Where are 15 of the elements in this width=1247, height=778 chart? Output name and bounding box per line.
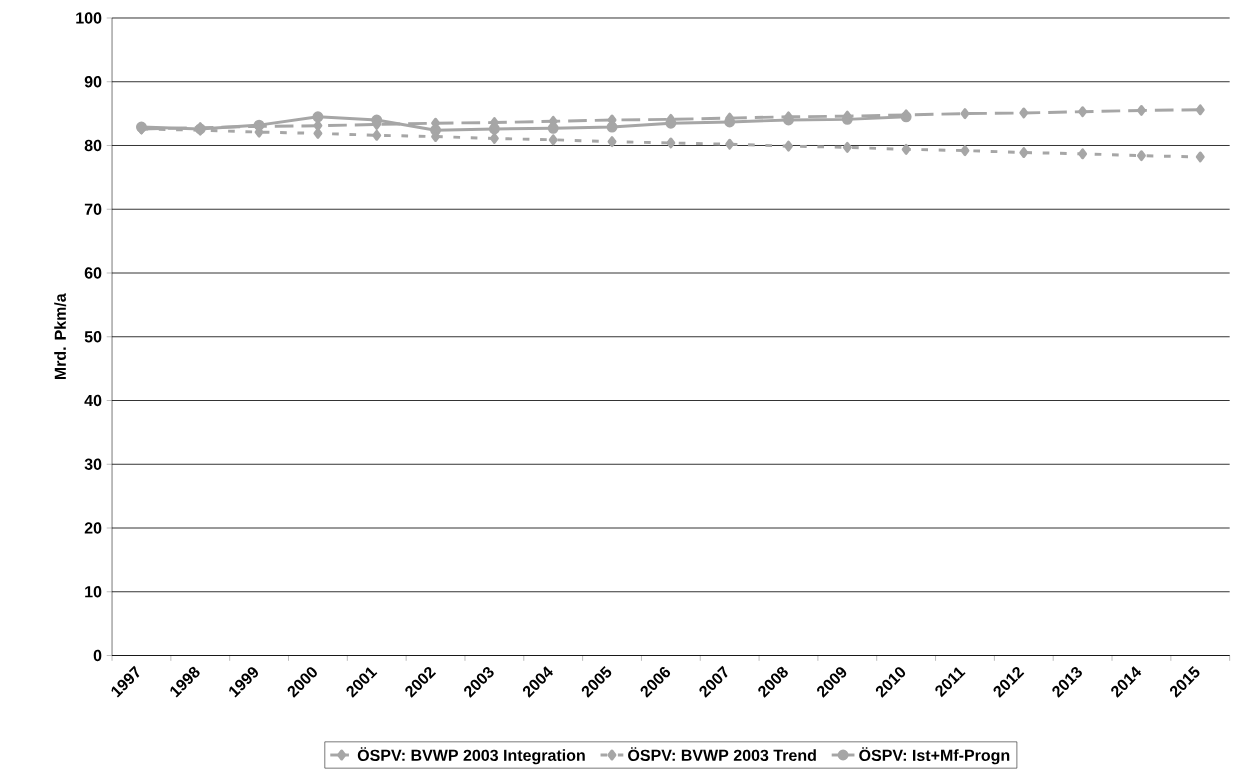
y-tick-label: 0 <box>93 649 102 662</box>
y-tick-label: 70 <box>84 203 102 215</box>
legend-label: ÖSPV: BVWP 2003 Integration <box>357 747 585 765</box>
y-tick-label: 80 <box>84 139 102 152</box>
y-tick-label: 10 <box>85 586 102 598</box>
legend-label: ÖSPV: BVWP 2003 Trend <box>628 747 816 761</box>
y-tick-label: 90 <box>84 75 102 88</box>
y-tick-label: 30 <box>84 458 102 470</box>
y-axis-title: Mrd. Pkm/a <box>54 293 67 380</box>
y-tick-label: 40 <box>84 394 102 407</box>
y-tick-label: 60 <box>84 267 102 279</box>
y-tick-label: 50 <box>84 331 102 343</box>
legend-label: ÖSPV: Ist+Mf-Progn <box>859 747 1010 765</box>
y-tick-label: 20 <box>84 522 102 534</box>
y-tick-label: 100 <box>76 12 102 24</box>
